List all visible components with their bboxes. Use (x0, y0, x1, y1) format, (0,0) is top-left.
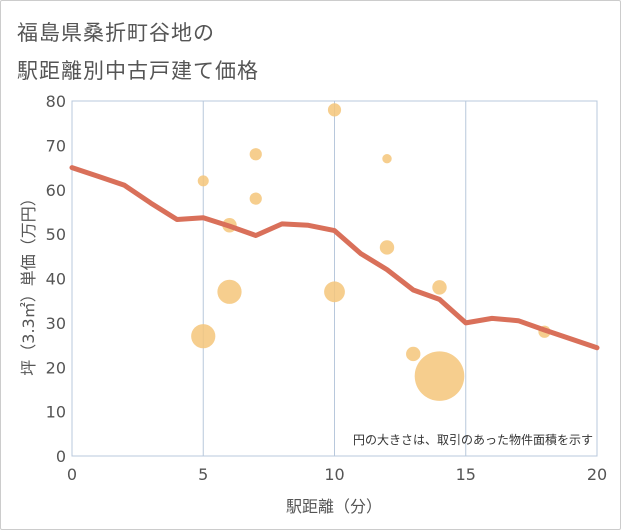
data-point-1 (197, 175, 209, 187)
y-axis-ticks: 0 10 20 30 40 50 60 70 80 (46, 92, 66, 466)
y-tick-70: 70 (46, 136, 66, 155)
chart-title-line2: 駅距離別中古戸建て価格 (17, 59, 259, 83)
x-tick-20: 20 (587, 465, 607, 484)
y-tick-30: 30 (46, 314, 66, 333)
gridlines (202, 101, 467, 456)
x-tick-10: 10 (324, 465, 344, 484)
x-tick-5: 5 (198, 465, 208, 484)
x-axis-ticks: 0 5 10 15 20 (67, 465, 607, 484)
y-axis-label: 坪（3.3㎡）単価（万円） (19, 190, 38, 375)
data-point-10 (379, 240, 395, 255)
y-tick-20: 20 (46, 358, 66, 377)
y-tick-0: 0 (56, 447, 66, 466)
y-tick-10: 10 (46, 403, 66, 422)
data-point-7 (327, 103, 342, 117)
y-tick-60: 60 (46, 181, 66, 200)
x-tick-15: 15 (456, 465, 476, 484)
data-point-12 (432, 280, 447, 295)
data-point-5 (249, 148, 262, 161)
y-tick-40: 40 (46, 270, 66, 289)
data-point-13 (414, 351, 465, 401)
data-point-11 (406, 346, 421, 362)
y-tick-80: 80 (46, 92, 66, 111)
data-point-9 (382, 153, 392, 164)
data-point-2 (191, 324, 216, 349)
data-point-6 (249, 192, 262, 205)
data-point-4 (217, 279, 242, 304)
data-point-8 (324, 281, 345, 303)
data-points (191, 103, 551, 401)
x-tick-0: 0 (67, 465, 77, 484)
trend-line (69, 165, 600, 351)
y-tick-50: 50 (46, 225, 66, 244)
chart-title-line1: 福島県桑折町谷地の (17, 21, 215, 45)
x-axis-label: 駅距離（分） (286, 497, 382, 516)
size-legend-note: 円の大きさは、取引のあった物件面積を示す (353, 432, 593, 447)
